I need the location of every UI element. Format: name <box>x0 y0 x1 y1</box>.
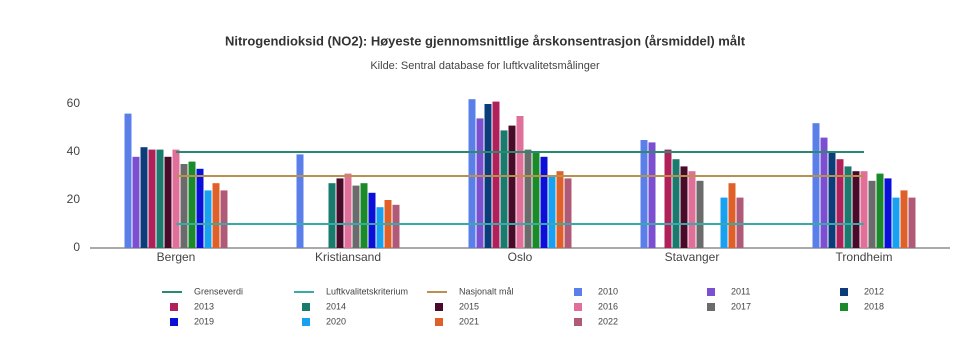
bar <box>140 147 148 248</box>
chart-title: Nitrogendioksid (NO2): Høyeste gjennomsn… <box>225 33 746 48</box>
bar <box>148 149 156 248</box>
bar <box>220 190 228 248</box>
legend-label: 2020 <box>326 316 346 326</box>
legend-swatch <box>707 303 715 311</box>
x-tick-label: Trondheim <box>836 250 893 264</box>
y-tick-label: 60 <box>67 96 81 110</box>
bar <box>468 99 476 248</box>
y-tick-label: 20 <box>67 192 81 206</box>
bar <box>728 183 736 248</box>
bar <box>812 123 820 248</box>
bar <box>180 164 188 248</box>
legend-label: 2015 <box>459 301 479 311</box>
bar <box>844 166 852 248</box>
legend-label: 2017 <box>731 301 751 311</box>
bar <box>328 183 336 248</box>
bar <box>548 176 556 248</box>
legend-label: 2019 <box>194 316 214 326</box>
bar <box>336 178 344 248</box>
legend-label: 2022 <box>598 316 618 326</box>
bar <box>196 168 204 248</box>
bar <box>820 137 828 248</box>
legend-label: 2021 <box>459 316 479 326</box>
bar <box>352 185 360 248</box>
legend-label: 2018 <box>864 301 884 311</box>
bar <box>640 140 648 248</box>
legend-swatch <box>574 303 582 311</box>
bar <box>204 190 212 248</box>
legend-swatch <box>302 303 310 311</box>
bar <box>476 118 484 249</box>
bar <box>672 159 680 248</box>
bar <box>540 156 548 248</box>
bar <box>564 178 572 248</box>
legend-label: 2013 <box>194 301 214 311</box>
chart-subtitle: Kilde: Sentral database for luftkvalitet… <box>370 60 600 72</box>
legend-swatch <box>435 318 443 326</box>
bar <box>172 149 180 248</box>
legend-label: 2011 <box>731 286 750 296</box>
bar <box>828 152 836 248</box>
bar <box>884 178 892 248</box>
bar <box>892 197 900 248</box>
bar <box>720 197 728 248</box>
bar <box>524 149 532 248</box>
legend-label: 2010 <box>598 286 618 296</box>
legend-label: Luftkvalitetskriterium <box>326 286 408 296</box>
legend-label: 2012 <box>864 286 884 296</box>
bar <box>680 166 688 248</box>
legend-label: Grenseverdi <box>194 286 243 296</box>
bar <box>532 152 540 248</box>
bar <box>164 156 172 248</box>
bar <box>132 156 140 248</box>
bar <box>492 101 500 248</box>
legend-swatch <box>574 288 582 296</box>
x-tick-label: Kristiansand <box>315 250 381 264</box>
x-tick-label: Bergen <box>157 250 196 264</box>
bar <box>868 180 876 248</box>
x-tick-label: Oslo <box>508 250 533 264</box>
bar <box>376 207 384 248</box>
bar <box>860 171 868 248</box>
bar <box>344 173 352 248</box>
bar <box>516 116 524 248</box>
x-tick-label: Stavanger <box>665 250 720 264</box>
bar <box>212 183 220 248</box>
legend-swatch <box>170 318 178 326</box>
bar <box>876 173 884 248</box>
bar <box>296 154 304 248</box>
y-tick-label: 0 <box>73 240 80 254</box>
legend-swatch <box>435 303 443 311</box>
bar <box>664 149 672 248</box>
bar <box>188 161 196 248</box>
legend-swatch <box>707 288 715 296</box>
legend-swatch <box>840 288 848 296</box>
legend-swatch <box>840 303 848 311</box>
bar <box>648 142 656 248</box>
y-tick-label: 40 <box>67 144 81 158</box>
legend-label: 2014 <box>326 301 346 311</box>
bar <box>156 149 164 248</box>
bar <box>696 180 704 248</box>
bar <box>900 190 908 248</box>
bar <box>508 125 516 248</box>
legend-swatch <box>170 303 178 311</box>
bar <box>556 171 564 248</box>
legend-swatch <box>302 318 310 326</box>
bar <box>836 159 844 248</box>
legend-swatch <box>574 318 582 326</box>
bar <box>688 171 696 248</box>
bar <box>392 204 400 248</box>
legend-label: 2016 <box>598 301 618 311</box>
bar <box>368 192 376 248</box>
bar <box>500 130 508 248</box>
bar <box>736 197 744 248</box>
legend-label: Nasjonalt mål <box>459 286 514 296</box>
bar <box>124 113 132 248</box>
bar <box>360 183 368 248</box>
bar <box>908 197 916 248</box>
bar <box>852 171 860 248</box>
